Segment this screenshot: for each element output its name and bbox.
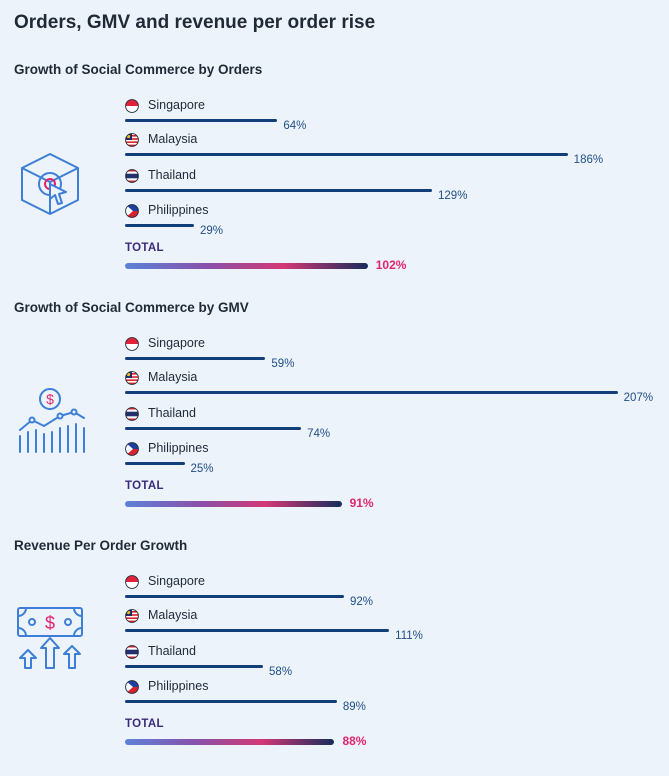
country-label: Singapore (148, 574, 205, 588)
total-label: TOTAL (125, 480, 164, 492)
thailand-flag-icon (125, 407, 139, 421)
country-label: Philippines (148, 679, 209, 693)
dollar-growth-chart-icon: $ (14, 386, 86, 463)
country-row: Singapore 64% (0, 98, 669, 133)
data-label: 25% (190, 463, 214, 475)
singapore-flag-icon (125, 575, 139, 589)
singapore-flag-icon (125, 99, 139, 113)
country-label: Philippines (148, 441, 209, 455)
data-label: 29% (200, 225, 224, 237)
total-value: 88% (342, 734, 367, 748)
country-label: Singapore (148, 336, 205, 350)
chart-section: Growth of Social Commerce by Orders Singa… (0, 62, 669, 300)
country-row: Thailand 129% (0, 168, 669, 203)
data-label: 92% (349, 596, 373, 608)
singapore-flag-icon (125, 337, 139, 351)
country-label: Thailand (148, 644, 196, 658)
country-label: Thailand (148, 406, 196, 420)
philippines-flag-icon (125, 680, 139, 694)
data-label: 58% (269, 666, 293, 678)
country-row: Singapore 59% (0, 336, 669, 371)
data-label: 111% (395, 630, 423, 642)
malaysia-flag-icon (125, 371, 139, 385)
svg-text:$: $ (45, 613, 55, 633)
country-row: Malaysia 186% (0, 132, 669, 167)
shopping-box-cursor-icon (14, 148, 86, 225)
malaysia-flag-icon (125, 133, 139, 147)
data-label: 64% (283, 120, 307, 132)
total-label: TOTAL (125, 242, 164, 254)
data-label: 59% (271, 358, 295, 370)
data-label: 89% (342, 701, 366, 713)
chart-title: Growth of Social Commerce by Orders (14, 62, 263, 77)
banknote-arrows-up-icon: $ (14, 600, 86, 677)
bar (125, 391, 618, 394)
bar (125, 700, 337, 703)
chart-title: Growth of Social Commerce by GMV (14, 300, 249, 315)
country-label: Philippines (148, 203, 209, 217)
chart-section: Growth of Social Commerce by GMV $ Singapo… (0, 300, 669, 538)
data-label: 129% (438, 190, 468, 202)
country-label: Malaysia (148, 132, 198, 146)
country-row: Singapore 92% (0, 574, 669, 609)
country-label: Malaysia (148, 608, 198, 622)
data-label: 74% (307, 428, 331, 440)
country-row: Thailand 58% (0, 644, 669, 679)
country-row: Philippines 89% (0, 679, 669, 714)
bar (125, 462, 185, 465)
malaysia-flag-icon (125, 609, 139, 623)
thailand-flag-icon (125, 645, 139, 659)
total-value: 91% (349, 496, 374, 510)
svg-text:$: $ (46, 391, 54, 407)
data-label: 186% (573, 154, 604, 166)
total-bar (125, 501, 342, 507)
total-bar (125, 263, 368, 269)
bar (125, 119, 278, 122)
bar (125, 629, 390, 632)
bar (125, 427, 302, 430)
total-label: TOTAL (125, 718, 164, 730)
chart-section: Revenue Per Order Growth $ Singapore 92% Mal… (0, 538, 669, 776)
country-label: Malaysia (148, 370, 198, 384)
country-row: Malaysia 207% (0, 370, 669, 405)
chart-title: Revenue Per Order Growth (14, 538, 188, 553)
country-row: Philippines 29% (0, 203, 669, 238)
bar (125, 595, 344, 598)
country-label: Singapore (148, 98, 205, 112)
country-row: Malaysia 111% (0, 608, 669, 643)
country-label: Thailand (148, 168, 196, 182)
bar (125, 153, 568, 156)
country-row: Thailand 74% (0, 406, 669, 441)
total-value: 102% (375, 258, 407, 272)
bar (125, 224, 195, 227)
philippines-flag-icon (125, 204, 139, 218)
total-bar (125, 739, 335, 745)
bar (125, 357, 266, 360)
data-label: 207% (623, 392, 654, 404)
philippines-flag-icon (125, 442, 139, 456)
country-row: Philippines 25% (0, 441, 669, 476)
bar (125, 189, 433, 192)
thailand-flag-icon (125, 169, 139, 183)
page-title: Orders, GMV and revenue per order rise (14, 12, 376, 33)
bar (125, 665, 264, 668)
